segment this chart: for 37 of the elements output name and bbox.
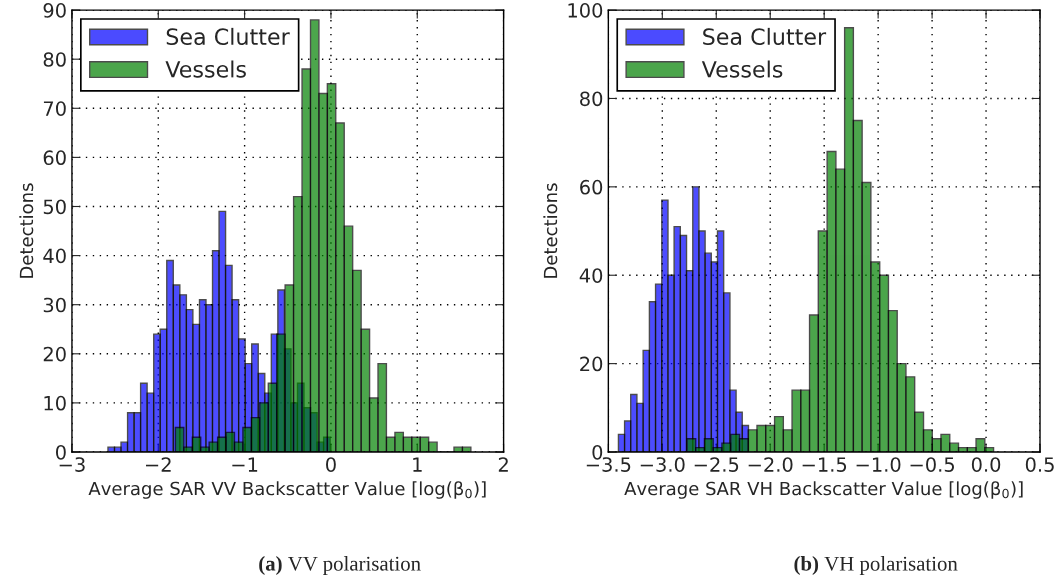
text: (b) VH polarisation bbox=[794, 556, 958, 575]
x-tick-label: −1.5 bbox=[802, 457, 847, 472]
x-tick-label: −2.0 bbox=[748, 457, 793, 472]
y-tick-label: 30 bbox=[43, 297, 66, 313]
x-tick-label: −1.0 bbox=[856, 457, 901, 472]
legend-label: Sea Clutter bbox=[703, 27, 827, 46]
x-tick-label: −3.0 bbox=[640, 457, 685, 472]
x-tick-label: 1 bbox=[413, 457, 422, 472]
x-tick-label: −2 bbox=[146, 457, 171, 472]
y-tick-label: 70 bbox=[43, 101, 66, 116]
text: (a) VV polarisation bbox=[259, 556, 421, 575]
y-tick-label: 90 bbox=[43, 3, 66, 18]
x-axis-title: Average SAR VV Backscatter Value [log(β$_{0}$)] bbox=[88, 481, 486, 499]
x-tick-label: 0.5 bbox=[1025, 457, 1054, 472]
x-tick-label: −0.5 bbox=[910, 457, 955, 472]
x-tick-label: 0 bbox=[326, 457, 336, 472]
y-tick-label: 20 bbox=[580, 356, 603, 372]
x-tick-label: −1 bbox=[232, 457, 258, 472]
y-tick-label: 40 bbox=[43, 248, 66, 264]
x-tick-label: 0.0 bbox=[971, 457, 1001, 472]
y-tick-label: 60 bbox=[580, 179, 603, 195]
y-tick-label: 20 bbox=[43, 346, 66, 362]
y-axis-title: Detections bbox=[543, 183, 558, 278]
x-tick-label: 2 bbox=[498, 457, 508, 472]
x-axis-title: Average SAR VH Backscatter Value [log(β$_{0}$)] bbox=[624, 481, 1023, 499]
y-tick-label: 80 bbox=[580, 91, 603, 107]
y-tick-label: 10 bbox=[44, 395, 66, 411]
legend-label: Vessels bbox=[701, 60, 783, 78]
legend-label: Vessels bbox=[165, 60, 246, 78]
y-axis-title: Detections bbox=[19, 183, 34, 278]
y-tick-label: 80 bbox=[43, 52, 66, 67]
legend-label: Sea Clutter bbox=[166, 27, 290, 46]
y-tick-label: 40 bbox=[579, 268, 603, 283]
y-tick-label: 50 bbox=[43, 199, 66, 215]
y-tick-label: 100 bbox=[568, 3, 603, 18]
y-tick-label: 60 bbox=[43, 150, 66, 166]
x-tick-label: −2.5 bbox=[694, 457, 739, 472]
